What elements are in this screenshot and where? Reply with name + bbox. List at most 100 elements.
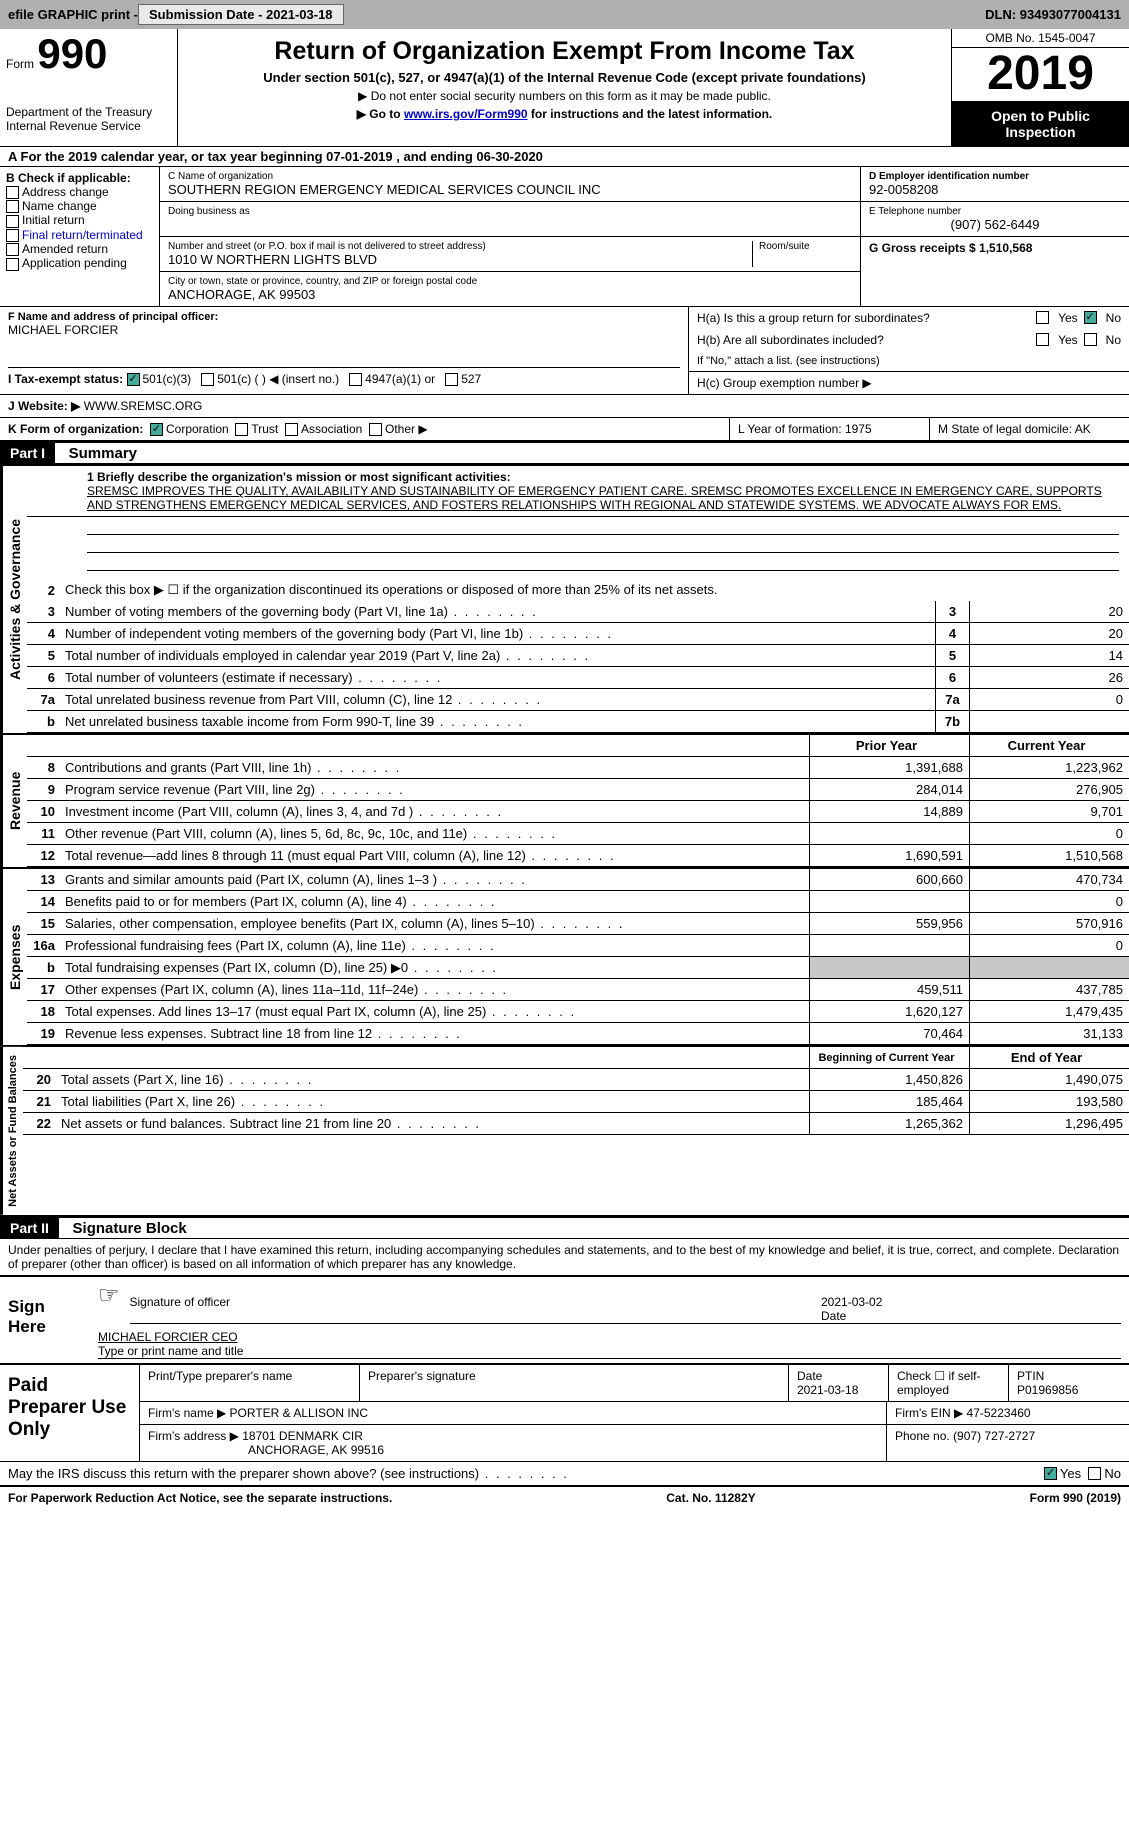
ha-yes[interactable]	[1036, 311, 1049, 324]
firm-addr2: ANCHORAGE, AK 99516	[148, 1443, 384, 1457]
org-form-label: K Form of organization:	[8, 422, 143, 436]
hb-no[interactable]	[1084, 333, 1097, 346]
line2-text: Check this box ▶ ☐ if the organization d…	[61, 580, 1129, 600]
dept-treasury: Department of the Treasury	[6, 105, 171, 119]
form-title: Return of Organization Exempt From Incom…	[186, 37, 943, 66]
cb-amended[interactable]: Amended return	[6, 242, 153, 256]
prep-sig-hdr: Preparer's signature	[360, 1365, 789, 1401]
efile-label: efile GRAPHIC print -	[8, 7, 138, 22]
dln-label: DLN: 93493077004131	[985, 7, 1121, 22]
cb-final-return[interactable]: Final return/terminated	[6, 228, 153, 242]
col-end-year: End of Year	[969, 1047, 1129, 1068]
table-row: 22Net assets or fund balances. Subtract …	[23, 1113, 1129, 1135]
name-title-label: Type or print name and title	[98, 1344, 243, 1358]
form-number: 990	[37, 30, 107, 77]
city-state-zip: ANCHORAGE, AK 99503	[168, 287, 852, 302]
discuss-no[interactable]	[1088, 1467, 1101, 1480]
form-subtitle: Under section 501(c), 527, or 4947(a)(1)…	[186, 70, 943, 85]
table-row: 20Total assets (Part X, line 16)1,450,82…	[23, 1069, 1129, 1091]
ptin-value: P01969856	[1017, 1383, 1078, 1397]
firm-addr: 18701 DENMARK CIR	[242, 1429, 363, 1443]
vtab-expenses: Expenses	[0, 869, 27, 1045]
period-row: A For the 2019 calendar year, or tax yea…	[0, 147, 1129, 167]
prep-name-hdr: Print/Type preparer's name	[140, 1365, 360, 1401]
cb-assoc[interactable]	[285, 423, 298, 436]
top-bar: efile GRAPHIC print - Submission Date - …	[0, 0, 1129, 29]
ssn-note: ▶ Do not enter social security numbers o…	[186, 89, 943, 103]
vtab-balances: Net Assets or Fund Balances	[0, 1047, 23, 1215]
ein-value: 92-0058208	[869, 182, 1121, 197]
table-row: 13Grants and similar amounts paid (Part …	[27, 869, 1129, 891]
firm-ein-label: Firm's EIN ▶	[895, 1406, 963, 1420]
omb-number: OMB No. 1545-0047	[952, 29, 1129, 48]
cb-501c3[interactable]	[127, 373, 140, 386]
table-row: 21Total liabilities (Part X, line 26)185…	[23, 1091, 1129, 1113]
cb-4947[interactable]	[349, 373, 362, 386]
table-row: 8Contributions and grants (Part VIII, li…	[27, 757, 1129, 779]
col-prior-year: Prior Year	[809, 735, 969, 756]
form-header: Form 990 Department of the Treasury Inte…	[0, 29, 1129, 147]
officer-sig-label: Signature of officer	[130, 1295, 821, 1323]
tax-exempt-row: I Tax-exempt status: 501(c)(3) 501(c) ( …	[8, 367, 680, 386]
cb-corp[interactable]	[150, 423, 163, 436]
table-row: 11Other revenue (Part VIII, column (A), …	[27, 823, 1129, 845]
hb-yes[interactable]	[1036, 333, 1049, 346]
cb-name-change[interactable]: Name change	[6, 199, 153, 213]
prep-date-val: 2021-03-18	[797, 1383, 858, 1397]
table-row: 4Number of independent voting members of…	[27, 623, 1129, 645]
part2-header: Part II Signature Block	[0, 1217, 1129, 1239]
self-employed-cb[interactable]: Check ☐ if self-employed	[889, 1365, 1009, 1401]
year-formation: L Year of formation: 1975	[729, 418, 929, 440]
ein-label: D Employer identification number	[869, 171, 1121, 182]
hb-label: H(b) Are all subordinates included?	[697, 333, 1030, 347]
officer-name: MICHAEL FORCIER	[8, 323, 680, 337]
cb-trust[interactable]	[235, 423, 248, 436]
sig-date-value: 2021-03-02	[821, 1295, 882, 1309]
cb-application-pending[interactable]: Application pending	[6, 256, 153, 270]
table-row: 19Revenue less expenses. Subtract line 1…	[27, 1023, 1129, 1045]
city-label: City or town, state or province, country…	[168, 276, 852, 287]
website-label: J Website: ▶	[8, 399, 80, 413]
dept-irs: Internal Revenue Service	[6, 119, 171, 133]
hc-label: H(c) Group exemption number ▶	[689, 371, 1129, 394]
mission-text: SREMSC IMPROVES THE QUALITY, AVAILABILIT…	[87, 484, 1102, 512]
hb-note: If "No," attach a list. (see instruction…	[689, 351, 1129, 371]
cb-other[interactable]	[369, 423, 382, 436]
tax-year: 2019	[952, 48, 1129, 102]
sign-here-label: Sign Here	[0, 1277, 90, 1363]
col-begin-year: Beginning of Current Year	[809, 1047, 969, 1068]
table-row: 5Total number of individuals employed in…	[27, 645, 1129, 667]
submission-date-button[interactable]: Submission Date - 2021-03-18	[138, 4, 344, 25]
table-row: bNet unrelated business taxable income f…	[27, 711, 1129, 733]
table-row: 10Investment income (Part VIII, column (…	[27, 801, 1129, 823]
discuss-yes[interactable]	[1044, 1467, 1057, 1480]
footer-paperwork: For Paperwork Reduction Act Notice, see …	[8, 1491, 392, 1505]
link-note: ▶ Go to www.irs.gov/Form990 for instruct…	[186, 107, 943, 121]
officer-group-row: F Name and address of principal officer:…	[0, 307, 1129, 395]
firm-phone-label: Phone no.	[895, 1429, 950, 1443]
table-row: 6Total number of volunteers (estimate if…	[27, 667, 1129, 689]
cb-501c[interactable]	[201, 373, 214, 386]
cb-527[interactable]	[445, 373, 458, 386]
vtab-revenue: Revenue	[0, 735, 27, 867]
public-inspection: Open to Public Inspection	[952, 102, 1129, 146]
ha-no[interactable]	[1084, 311, 1097, 324]
box-b-label: B Check if applicable:	[6, 171, 153, 185]
cb-initial-return[interactable]: Initial return	[6, 213, 153, 227]
form-label: Form	[6, 57, 34, 71]
signature-arrow-icon: ☞	[98, 1281, 120, 1310]
website-value: WWW.SREMSC.ORG	[84, 399, 203, 413]
gross-receipts: G Gross receipts $ 1,510,568	[869, 241, 1121, 255]
table-row: 12Total revenue—add lines 8 through 11 (…	[27, 845, 1129, 867]
irs-link[interactable]: www.irs.gov/Form990	[404, 107, 528, 121]
line1-label: 1 Briefly describe the organization's mi…	[87, 470, 511, 484]
header-info-block: B Check if applicable: Address change Na…	[0, 167, 1129, 307]
cb-address-change[interactable]: Address change	[6, 185, 153, 199]
ha-label: H(a) Is this a group return for subordin…	[697, 311, 1030, 325]
firm-addr-label: Firm's address ▶	[148, 1429, 239, 1443]
table-row: 15Salaries, other compensation, employee…	[27, 913, 1129, 935]
firm-name: PORTER & ALLISON INC	[230, 1406, 369, 1420]
paid-preparer-label: Paid Preparer Use Only	[0, 1365, 140, 1461]
perjury-declaration: Under penalties of perjury, I declare th…	[0, 1239, 1129, 1275]
prep-date-hdr: Date	[797, 1369, 822, 1383]
